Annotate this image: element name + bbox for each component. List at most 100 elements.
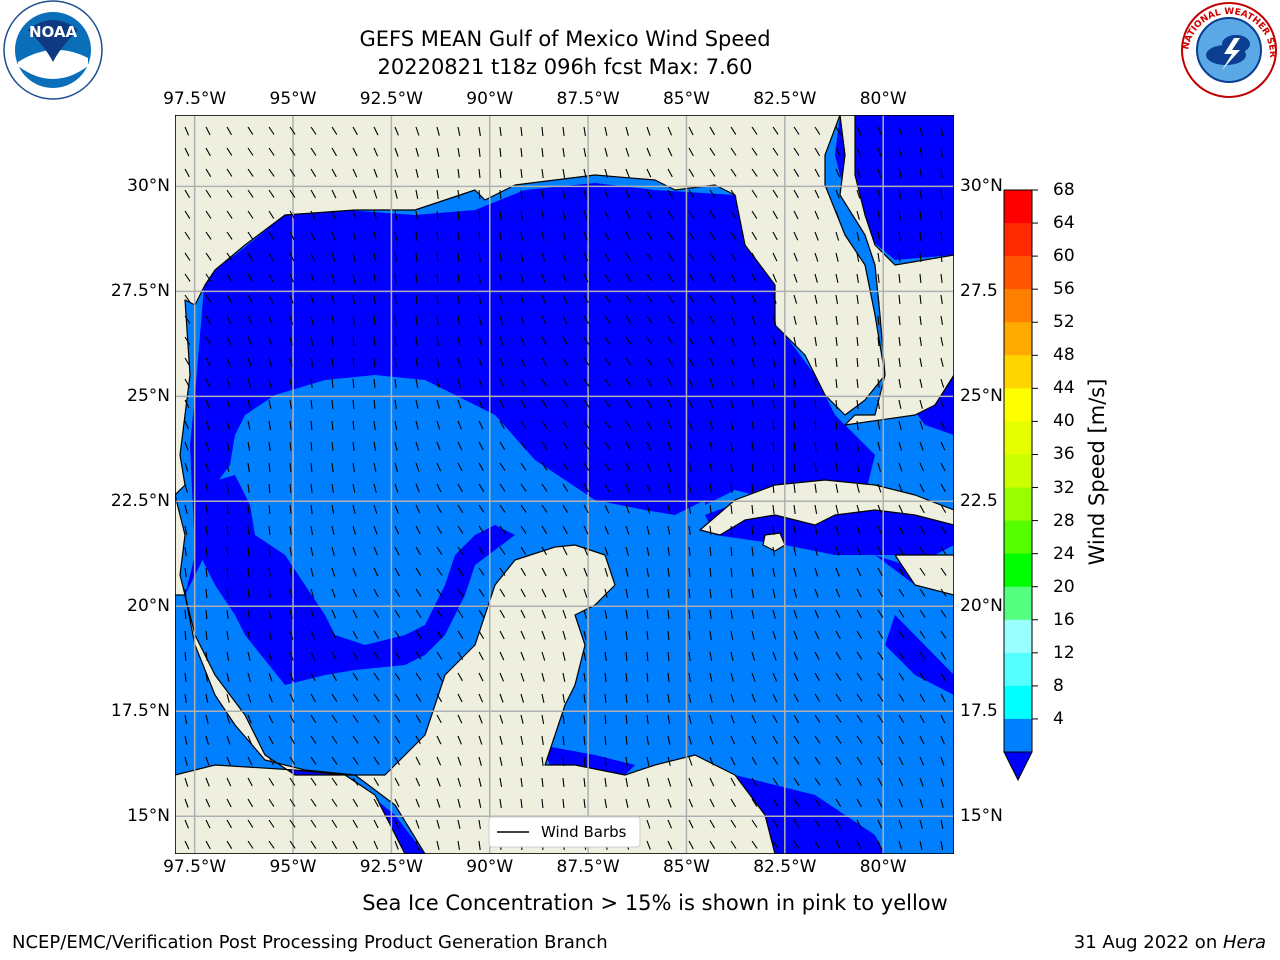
wind-barb <box>310 273 315 283</box>
wind-barb <box>814 651 820 661</box>
wind-barb <box>394 462 399 472</box>
wind-barb <box>730 588 733 598</box>
wind-barb <box>772 357 776 367</box>
wind-barb <box>457 336 461 346</box>
wind-barb <box>499 693 504 703</box>
wind-barb <box>793 147 800 156</box>
wind-barb <box>898 630 905 639</box>
wind-barb <box>898 693 905 702</box>
wind-barb <box>205 651 208 661</box>
wind-barb <box>226 651 230 661</box>
wind-barb <box>688 777 693 787</box>
wind-barb <box>394 210 398 220</box>
wind-barb <box>373 567 379 577</box>
wind-barb <box>478 840 481 850</box>
wind-barb <box>793 210 799 220</box>
wind-barb <box>226 798 232 808</box>
wind-barb <box>625 714 628 724</box>
wind-barb <box>562 294 568 304</box>
wind-barb <box>520 462 527 471</box>
wind-barb <box>205 231 212 240</box>
wind-barb <box>898 840 903 850</box>
colorbar-tick-label: 36 <box>1053 444 1075 465</box>
wind-barb <box>562 210 566 220</box>
wind-barb <box>226 672 230 682</box>
wind-barb <box>478 189 481 200</box>
wind-barb <box>310 483 313 493</box>
wind-barb <box>520 567 527 576</box>
wind-barb <box>247 777 253 787</box>
wind-barb <box>289 630 294 640</box>
wind-barb <box>331 609 337 619</box>
wind-barb <box>499 231 502 241</box>
wind-barb <box>478 651 484 661</box>
wind-barb <box>898 504 904 514</box>
wind-barb <box>877 609 884 618</box>
wind-barb <box>562 546 568 556</box>
wind-barb <box>457 630 464 639</box>
wind-barb <box>247 315 253 325</box>
wind-barb <box>373 735 380 744</box>
wind-barb <box>730 483 733 493</box>
noaa-logo: NOAA <box>3 0 103 100</box>
wind-barb <box>919 819 923 829</box>
wind-barb <box>499 588 506 597</box>
wind-barb <box>268 525 271 536</box>
wind-barb <box>730 630 734 640</box>
wind-barb <box>436 210 439 220</box>
wind-barb <box>919 609 926 618</box>
wind-barb <box>793 462 796 473</box>
wind-barb <box>835 252 839 262</box>
wind-barb <box>604 588 608 598</box>
wind-barb <box>205 168 212 177</box>
wind-barb <box>940 168 943 178</box>
wind-barb <box>205 147 211 157</box>
wind-barb <box>604 651 607 661</box>
wind-barb <box>373 798 379 808</box>
wind-barb <box>898 315 901 325</box>
wind-barb <box>520 630 526 640</box>
colorbar-tick-label: 44 <box>1053 378 1075 399</box>
wind-barb <box>625 462 631 472</box>
wind-barb <box>499 378 505 388</box>
wind-barb <box>478 672 484 682</box>
wind-barb <box>373 693 380 702</box>
wind-barb <box>877 147 882 157</box>
wind-barb <box>898 441 903 451</box>
wind-barb <box>268 462 271 472</box>
wind-barb <box>352 462 356 472</box>
wind-barb <box>793 357 797 367</box>
wind-barb <box>541 252 546 262</box>
wind-barb <box>583 504 589 514</box>
wind-barb <box>226 483 229 493</box>
wind-barb <box>247 651 251 661</box>
wind-barb <box>625 651 628 661</box>
wind-barb <box>247 147 254 156</box>
wind-barb <box>940 672 946 682</box>
colorbar-segment <box>1004 718 1032 753</box>
wind-barb <box>289 336 293 346</box>
wind-barb <box>541 714 545 724</box>
wind-barb <box>205 210 212 219</box>
wind-barb <box>499 672 505 682</box>
wind-barb <box>478 546 485 555</box>
wind-barb <box>478 294 482 304</box>
wind-barb <box>709 357 715 367</box>
wind-barb <box>814 735 821 744</box>
wind-barb <box>709 252 716 261</box>
wind-barb <box>499 630 505 640</box>
wind-barb <box>919 420 924 430</box>
wind-barb <box>352 798 359 807</box>
wind-barb <box>604 798 608 808</box>
wind-barb <box>352 609 358 619</box>
wind-barb <box>877 399 880 409</box>
wind-barb <box>331 693 338 702</box>
wind-barb <box>898 756 904 766</box>
wind-barb <box>646 693 649 703</box>
wind-barb <box>184 735 188 745</box>
wind-barb <box>247 378 252 388</box>
wind-barb <box>436 630 443 639</box>
wind-barb <box>688 546 691 556</box>
wind-barb <box>205 441 210 451</box>
wind-barb <box>730 357 735 367</box>
